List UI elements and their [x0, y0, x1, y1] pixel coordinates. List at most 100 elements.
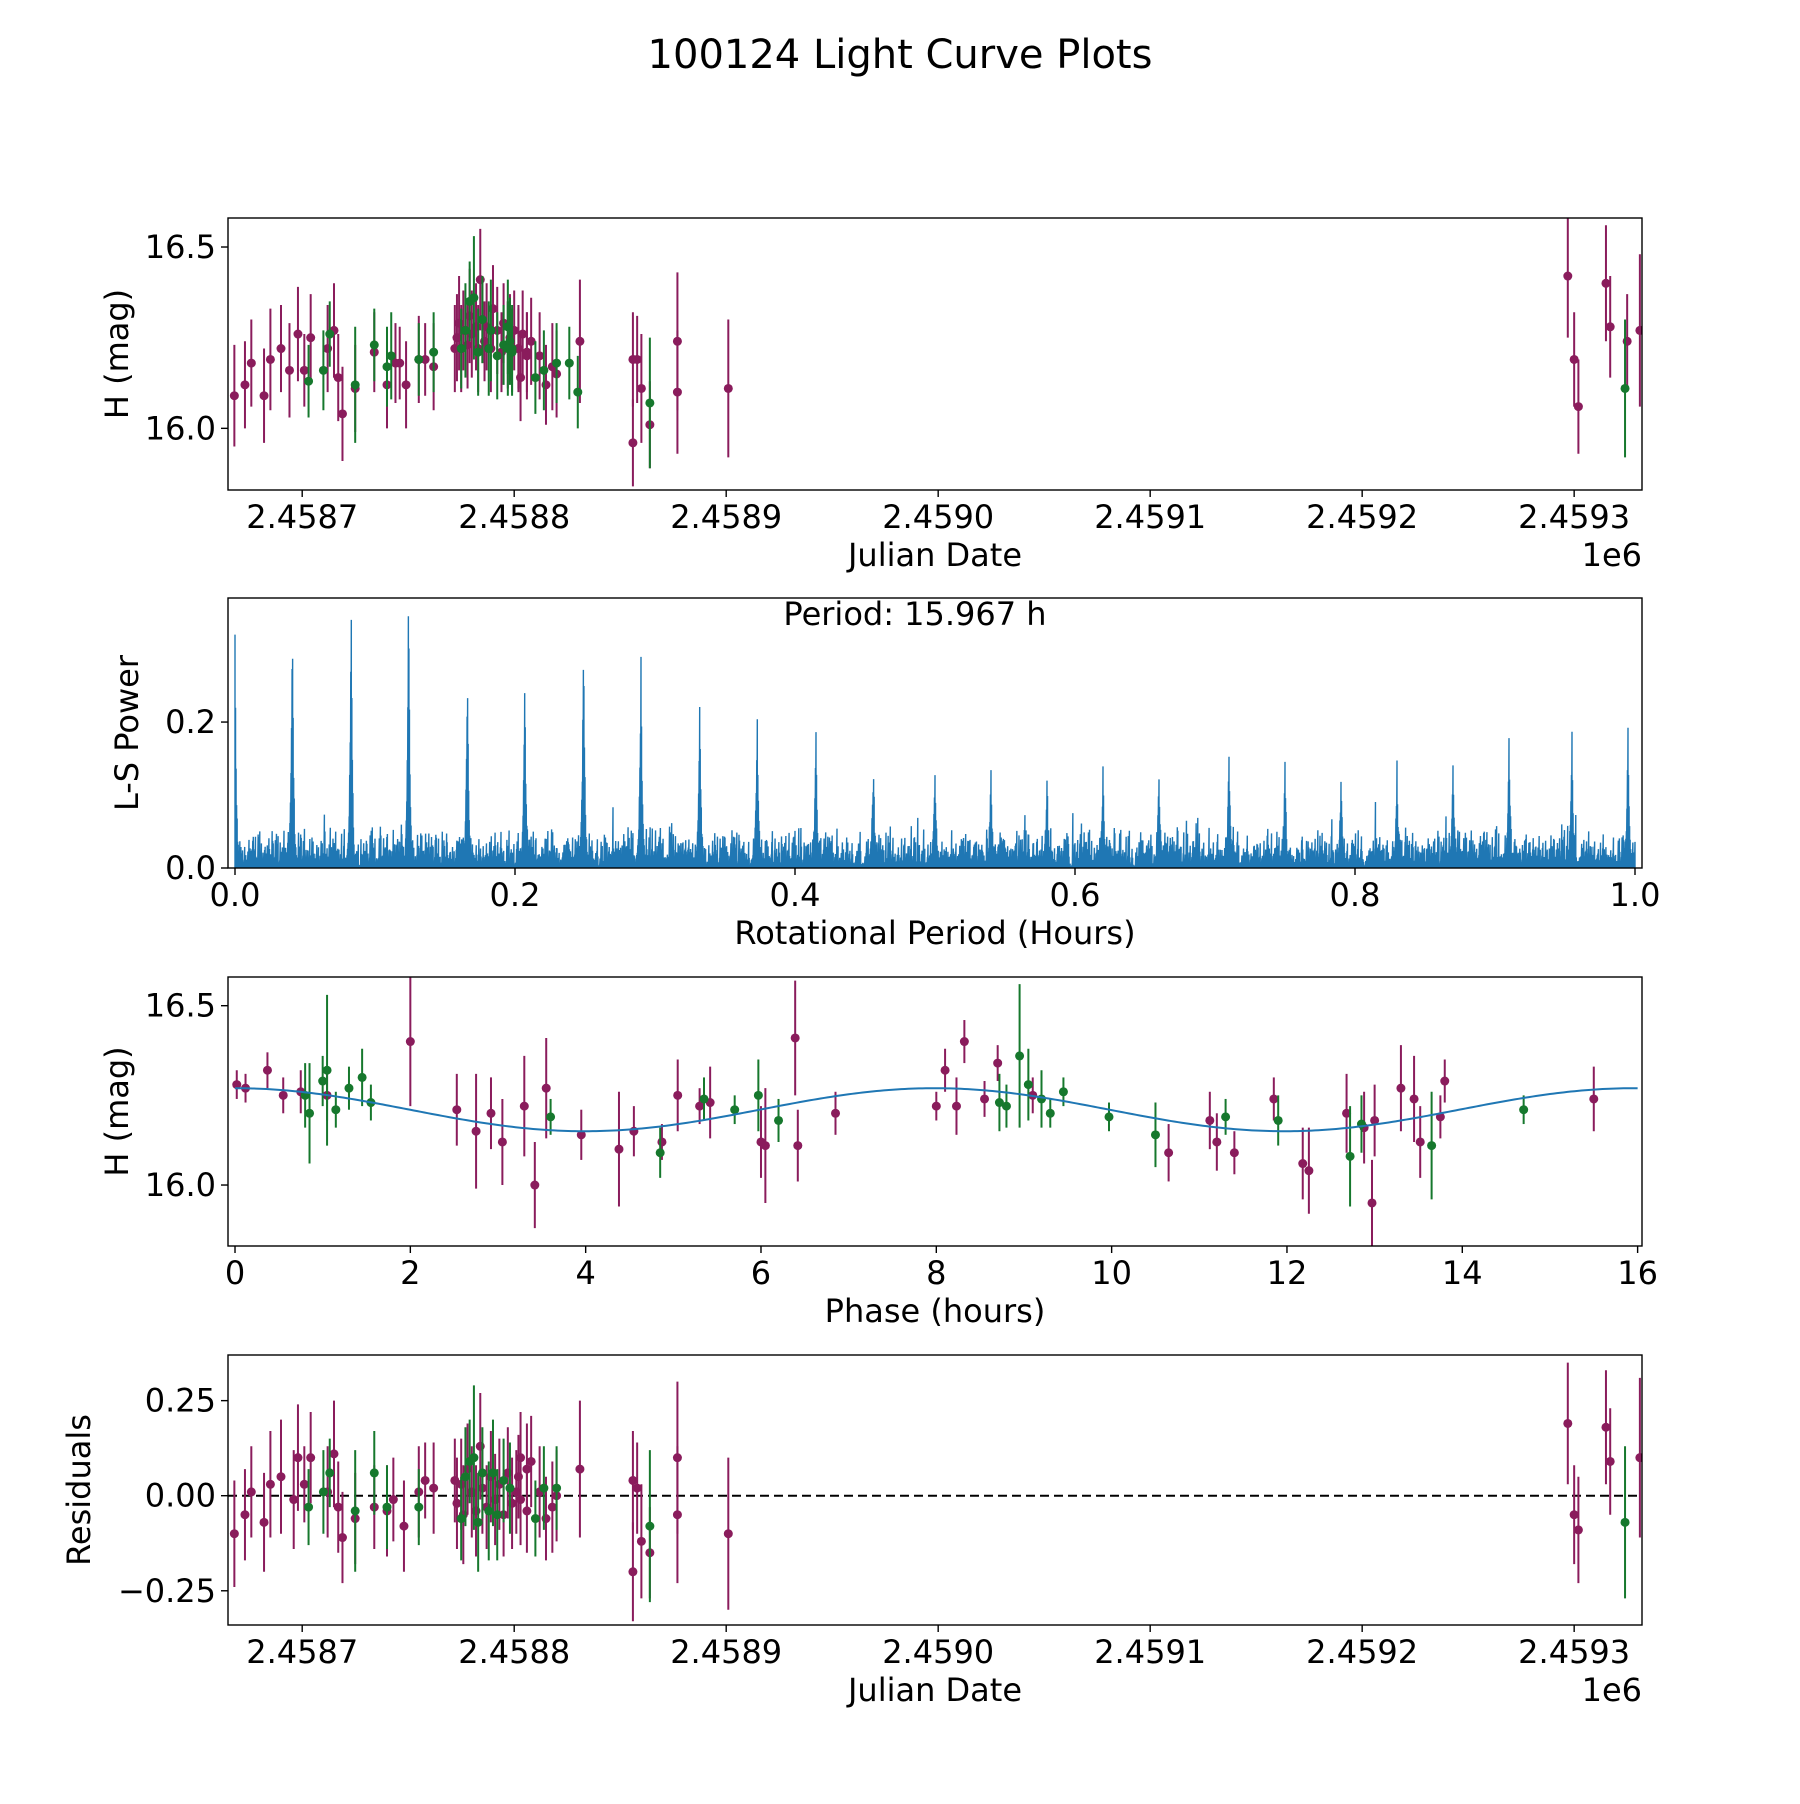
data-point	[492, 1510, 502, 1520]
data-point	[276, 344, 286, 354]
data-point	[1601, 278, 1611, 288]
data-point	[488, 1468, 498, 1478]
data-point	[546, 1112, 556, 1122]
data-point	[723, 1529, 733, 1539]
data-point	[1409, 1094, 1419, 1104]
x-axis-label: Julian Date	[846, 1671, 1022, 1709]
data-point	[488, 304, 498, 314]
data-point	[1569, 354, 1579, 364]
data-point	[993, 1058, 1003, 1068]
data-point	[632, 1483, 642, 1493]
data-point	[1573, 1525, 1583, 1535]
data-point	[530, 1514, 540, 1524]
data-point	[1620, 383, 1630, 393]
x-tick-label: 2.4590	[882, 498, 994, 536]
x-axis-label: Julian Date	[846, 536, 1022, 574]
data-point	[331, 1105, 341, 1115]
x-offset-label: 1e6	[1582, 1671, 1642, 1709]
data-point	[632, 354, 642, 364]
x-tick-label: 14	[1442, 1254, 1483, 1292]
data-point	[337, 409, 347, 419]
x-tick-label: 12	[1267, 1254, 1308, 1292]
data-point	[522, 1464, 532, 1474]
data-point	[831, 1108, 841, 1118]
data-point	[305, 1108, 315, 1118]
data-point	[456, 1514, 466, 1524]
data-point	[980, 1094, 990, 1104]
x-tick-label: 2.4588	[458, 1633, 570, 1671]
data-point	[399, 1521, 409, 1531]
data-point	[1298, 1159, 1308, 1169]
data-point	[1229, 1148, 1239, 1158]
x-tick-label: 2.4591	[1094, 498, 1206, 536]
data-point	[1015, 1051, 1025, 1061]
y-tick-label: 16.0	[145, 409, 216, 447]
data-point	[337, 1533, 347, 1543]
data-point	[1058, 1087, 1068, 1097]
data-point	[1563, 271, 1573, 281]
data-point	[655, 1148, 665, 1158]
data-point	[429, 347, 439, 357]
data-point	[541, 1083, 551, 1093]
data-point	[477, 315, 487, 325]
data-point	[460, 325, 470, 335]
x-tick-label: 2.4587	[246, 498, 358, 536]
plot-area-phase	[232, 977, 1638, 1246]
data-point	[503, 1468, 513, 1478]
data-point	[318, 1076, 328, 1086]
data-point	[452, 333, 462, 343]
data-point	[1269, 1094, 1279, 1104]
data-point	[516, 373, 526, 383]
data-point	[382, 362, 392, 372]
data-point	[265, 354, 275, 364]
plot-area-periodogram	[234, 616, 1636, 868]
x-tick-label: 0.0	[210, 876, 261, 914]
data-point	[306, 333, 316, 343]
data-point	[401, 380, 411, 390]
x-tick-label: 8	[926, 1254, 946, 1292]
data-point	[1212, 1137, 1222, 1147]
data-point	[325, 1468, 335, 1478]
data-point	[329, 1449, 339, 1459]
data-point	[452, 1498, 462, 1508]
data-point	[1563, 1418, 1573, 1428]
x-offset-label: 1e6	[1582, 536, 1642, 574]
data-point	[473, 347, 483, 357]
data-point	[262, 1065, 272, 1075]
data-point	[1605, 322, 1615, 332]
data-point	[278, 1090, 288, 1100]
data-point	[539, 365, 549, 375]
data-point	[344, 1083, 354, 1093]
data-point	[1164, 1148, 1174, 1158]
data-point	[229, 1529, 239, 1539]
axes-frame	[227, 217, 1643, 491]
data-point	[322, 1065, 332, 1075]
x-tick-label: 2.4593	[1518, 1633, 1630, 1671]
data-point	[333, 373, 343, 383]
data-point	[276, 1472, 286, 1482]
data-point	[519, 1101, 529, 1111]
data-point	[518, 329, 528, 339]
data-point	[774, 1115, 784, 1125]
data-point	[357, 1072, 367, 1082]
data-point	[628, 438, 638, 448]
data-point	[1304, 1166, 1314, 1176]
data-point	[1569, 1510, 1579, 1520]
x-tick-label: 1.0	[1610, 876, 1661, 914]
data-point	[306, 1453, 316, 1463]
data-point	[790, 1033, 800, 1043]
data-point	[573, 387, 583, 397]
x-tick-label: 2	[400, 1254, 420, 1292]
data-point	[575, 336, 585, 346]
data-point	[760, 1141, 770, 1151]
data-point	[1045, 1108, 1055, 1118]
data-point	[516, 1453, 526, 1463]
data-point	[304, 1502, 314, 1512]
data-point	[730, 1105, 740, 1115]
y-tick-label: 0.25	[145, 1382, 216, 1420]
data-point	[499, 1475, 509, 1485]
data-point	[497, 1137, 507, 1147]
data-point	[473, 1517, 483, 1527]
